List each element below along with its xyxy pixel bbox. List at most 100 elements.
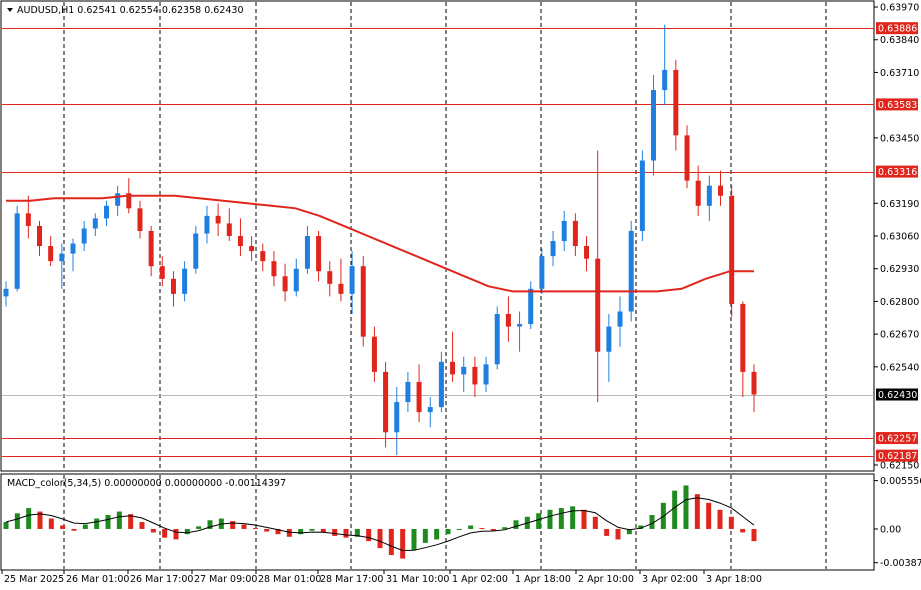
macd-bar — [717, 509, 723, 529]
candle — [505, 296, 511, 342]
macd-bar — [694, 494, 700, 529]
candle — [81, 220, 87, 252]
candle — [718, 170, 724, 206]
candle-body — [740, 303, 746, 372]
candle — [137, 200, 143, 239]
candle-body — [293, 268, 299, 292]
time-tick-label: 26 Mar 17:00 — [130, 574, 193, 585]
macd-bar — [48, 518, 54, 529]
candle — [606, 314, 612, 382]
candle-body — [617, 311, 623, 327]
candle — [561, 210, 567, 252]
candle-body — [729, 195, 735, 304]
macd-signal-line — [5, 497, 755, 552]
candle — [25, 195, 31, 239]
candle — [651, 74, 657, 176]
candle-body — [148, 230, 154, 267]
macd-bar — [139, 522, 145, 529]
price-axis[interactable]: 0.63970 0.63840 0.63710 0.63450 0.63190 0.630… — [874, 3, 919, 472]
candle-body — [137, 208, 143, 231]
candle-body — [718, 185, 724, 196]
candle-body — [170, 278, 176, 294]
candle — [617, 296, 623, 347]
candle — [349, 251, 355, 314]
candle — [14, 205, 20, 292]
time-tick-label: 27 Mar 09:00 — [194, 574, 257, 585]
macd-bar — [706, 502, 712, 529]
candle — [494, 306, 500, 370]
price-tick-label: 0.63970 — [880, 3, 919, 14]
price-tick-label: 0.63710 — [880, 68, 919, 79]
candle-body — [639, 160, 645, 231]
candle — [215, 203, 221, 236]
time-tick-label: 2 Apr 10:00 — [578, 574, 634, 585]
candle-body — [450, 361, 456, 375]
current-price-tag — [876, 388, 918, 401]
candle-body — [584, 246, 590, 259]
time-tick-label: 28 Mar 17:00 — [320, 574, 383, 585]
candle-body — [92, 218, 98, 229]
candle — [539, 248, 545, 294]
price-pane[interactable]: AUDUSD,H1 0.62541 0.62554 0.62358 0.6243… — [0, 0, 875, 472]
candle-body — [695, 180, 701, 206]
candle-body — [606, 326, 612, 352]
candle — [316, 230, 322, 282]
candle-body — [494, 314, 500, 365]
vertical-gridlines-macd — [63, 475, 827, 569]
candle — [159, 256, 165, 287]
time-tick-label: 31 Mar 10:00 — [386, 574, 449, 585]
moving-average-line — [6, 194, 754, 293]
symbol-header: AUDUSD,H1 0.62541 0.62554 0.62358 0.6243… — [7, 5, 244, 16]
candle-body — [706, 185, 712, 206]
macd-bar — [184, 528, 190, 535]
candle-body — [394, 402, 400, 433]
macd-bar — [173, 528, 179, 540]
macd-bar — [479, 528, 485, 530]
macd-bar — [26, 508, 32, 529]
macd-bar — [400, 528, 406, 559]
current-price-tag-label: 0.62430 — [878, 390, 917, 401]
candle-body — [48, 246, 54, 262]
macd-bar — [128, 514, 134, 529]
level-price-tag — [876, 165, 918, 178]
macd-tick-label: 0.00 — [880, 524, 901, 535]
candle-body — [461, 366, 467, 375]
macd-bar — [377, 528, 383, 549]
candle-body — [159, 266, 165, 279]
time-tick-label: 3 Apr 02:00 — [642, 574, 698, 585]
time-tick-label: 26 Mar 01:00 — [66, 574, 129, 585]
candle-body — [662, 69, 668, 91]
macd-bar — [388, 528, 394, 556]
macd-label: MACD_color(5,34,5) 0.00000000 0.00000000… — [7, 478, 286, 489]
candle — [271, 251, 277, 287]
price-tick-label: 0.62800 — [880, 297, 919, 308]
macd-bar — [672, 490, 678, 529]
candle-body — [628, 230, 634, 312]
triangle-down-icon[interactable] — [7, 8, 13, 12]
macd-bar — [94, 518, 100, 529]
candle — [3, 281, 9, 307]
candle — [36, 220, 42, 257]
macd-bar — [309, 528, 315, 531]
macd-bar — [275, 528, 281, 535]
candle — [260, 243, 266, 272]
candle-body — [103, 205, 109, 219]
macd-tick-label: -0.0038755 — [880, 558, 921, 569]
candle — [517, 311, 523, 352]
candle-body — [70, 243, 76, 254]
candle-body — [193, 233, 199, 269]
candle-body — [438, 361, 444, 408]
level-price-tag-label: 0.62187 — [878, 451, 917, 462]
macd-bar — [536, 513, 542, 529]
candle-body — [561, 220, 567, 242]
macd-pane[interactable]: MACD_color(5,34,5) 0.00000000 0.00000000… — [0, 473, 875, 571]
candle-body — [349, 266, 355, 294]
macd-bar — [264, 528, 270, 532]
candle — [572, 213, 578, 257]
candle — [48, 236, 54, 267]
candle-body — [427, 407, 433, 413]
candle-body — [59, 253, 65, 262]
time-tick-label: 1 Apr 18:00 — [515, 574, 571, 585]
candle — [103, 200, 109, 226]
